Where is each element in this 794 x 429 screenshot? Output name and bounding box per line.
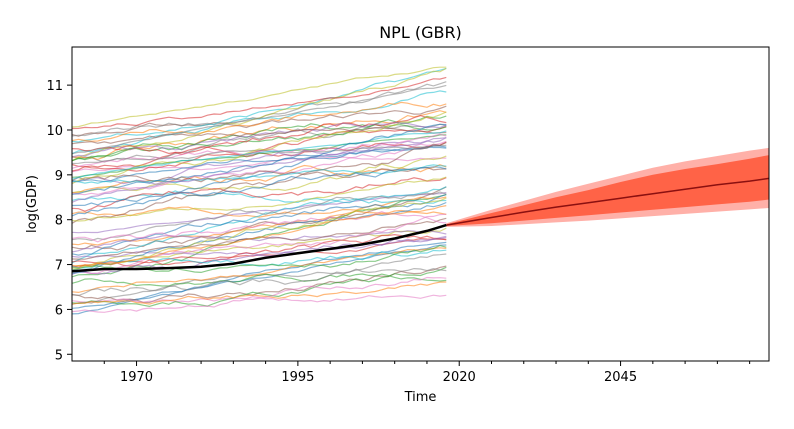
peer-series-line [71,267,447,297]
peer-series-line [71,276,447,313]
peer-series-line [71,166,447,207]
peer-series-line [71,249,447,269]
peer-series-line [71,145,447,217]
chart-title: NPL (GBR) [379,23,462,42]
peer-series-line [71,236,447,275]
peer-series-line [71,193,447,256]
peer-series-line [71,186,447,264]
peer-series-line [71,273,447,287]
y-tick-label: 7 [55,259,63,274]
peer-series-line [71,67,447,143]
peer-series-line [71,101,447,142]
peer-series-line [71,196,447,218]
forecast-inner-band [446,155,769,226]
peer-series-line [71,133,447,169]
y-tick-label: 10 [46,124,63,139]
x-tick-label: 2020 [443,370,476,385]
peer-series-line [71,210,447,243]
highlight-series-line [71,223,447,273]
y-tick-label: 9 [55,169,63,184]
peer-series-line [71,176,447,222]
y-tick-label: 8 [55,214,63,229]
peer-series-line [71,114,447,155]
y-tick-label: 11 [46,79,63,94]
peer-series-line [71,186,447,251]
y-tick-label: 6 [55,303,63,318]
peer-series-line [71,145,447,183]
plot-frame [71,46,770,362]
peer-series-line [71,281,447,305]
peer-series-line [71,66,447,128]
forecast-median-line [446,177,770,226]
peer-series-line [71,265,447,304]
y-axis: 5 6 7 8 9 10 11 [46,79,72,363]
peer-series-line [71,134,447,178]
y-axis-label: log(GDP) [25,175,40,233]
peer-series-line [71,247,447,294]
peer-series-group [71,66,447,315]
peer-series-line [72,205,447,267]
peer-series-line [71,213,447,275]
peer-series-line [71,140,447,196]
peer-series-line [71,266,447,308]
peer-series-line [71,144,447,165]
peer-series-line [71,166,447,183]
y-tick-label: 5 [55,348,63,363]
peer-series-line [71,197,447,269]
peer-series-line [71,230,447,253]
peer-series-line [71,233,447,268]
forecast-group [446,147,770,227]
highlight-series-group [71,223,447,273]
peer-series-line [71,127,447,145]
peer-series-line [71,191,447,242]
x-tick-label: 2045 [604,370,637,385]
x-axis: 1970 1995 2020 2045 [103,361,751,385]
peer-series-line [71,121,447,158]
peer-series-line [71,201,447,274]
peer-series-line [71,84,447,155]
peer-series-line [71,123,447,195]
x-tick-label: 1970 [120,370,153,385]
peer-series-line [71,155,447,194]
peer-series-line [71,76,447,130]
peer-series-line [71,130,447,180]
x-tick-label: 1995 [281,370,314,385]
x-axis-label: Time [404,390,437,405]
peer-series-line [71,142,447,224]
